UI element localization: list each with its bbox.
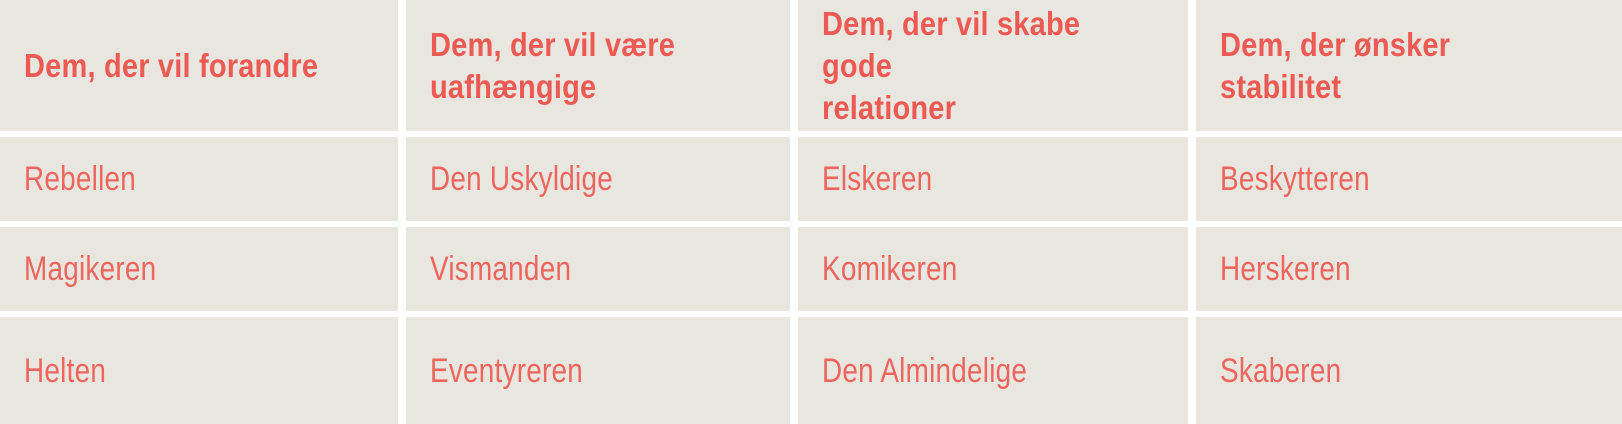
cell-label: Den Almindelige: [822, 351, 1028, 390]
column-header: Dem, der vil skabe gode relationer: [822, 4, 1081, 126]
cell-label: Herskeren: [1220, 250, 1351, 288]
table-cell-eventyreren: Eventyreren: [406, 317, 790, 424]
header-cell-uafhaengige: Dem, der vil være uafhængige: [406, 0, 790, 131]
cell-label: Magikeren: [24, 250, 157, 288]
table-cell-den-almindelige: Den Almindelige: [798, 317, 1188, 424]
cell-label: Skaberen: [1220, 351, 1342, 390]
table-cell-helten: Helten: [0, 317, 398, 424]
header-cell-forandre: Dem, der vil forandre: [0, 0, 398, 131]
cell-label: Beskytteren: [1220, 160, 1370, 198]
cell-label: Den Uskyldige: [430, 160, 613, 198]
cell-label: Vismanden: [430, 250, 572, 288]
table-cell-komikeren: Komikeren: [798, 227, 1188, 311]
table-cell-beskytteren: Beskytteren: [1196, 137, 1622, 221]
cell-label: Rebellen: [24, 160, 137, 198]
cell-label: Eventyreren: [430, 351, 584, 390]
cell-label: Helten: [24, 351, 107, 390]
cell-label: Elskeren: [822, 160, 933, 198]
column-header: Dem, der vil være uafhængige: [430, 25, 676, 105]
table-cell-skaberen: Skaberen: [1196, 317, 1622, 424]
column-header: Dem, der ønsker stabilitet: [1220, 25, 1451, 105]
table-cell-magikeren: Magikeren: [0, 227, 398, 311]
table-cell-elskeren: Elskeren: [798, 137, 1188, 221]
cell-label: Komikeren: [822, 250, 958, 288]
table-cell-herskeren: Herskeren: [1196, 227, 1622, 311]
table-cell-rebellen: Rebellen: [0, 137, 398, 221]
header-cell-stabilitet: Dem, der ønsker stabilitet: [1196, 0, 1622, 131]
table-cell-den-uskyldige: Den Uskyldige: [406, 137, 790, 221]
table-cell-vismanden: Vismanden: [406, 227, 790, 311]
header-cell-relationer: Dem, der vil skabe gode relationer: [798, 0, 1188, 131]
column-header: Dem, der vil forandre: [24, 46, 319, 84]
